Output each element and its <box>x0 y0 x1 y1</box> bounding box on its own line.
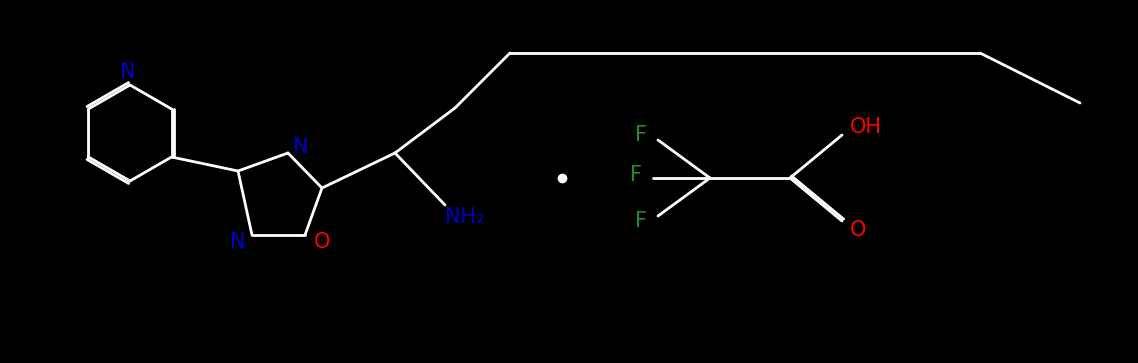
Text: O: O <box>850 220 866 240</box>
Text: NH₂: NH₂ <box>445 207 485 227</box>
Text: N: N <box>294 137 308 157</box>
Text: F: F <box>635 125 648 145</box>
Text: N: N <box>230 232 246 252</box>
Text: N: N <box>121 62 135 82</box>
Text: O: O <box>314 232 330 252</box>
Text: F: F <box>630 165 642 185</box>
Text: OH: OH <box>850 117 882 137</box>
Text: F: F <box>635 211 648 231</box>
